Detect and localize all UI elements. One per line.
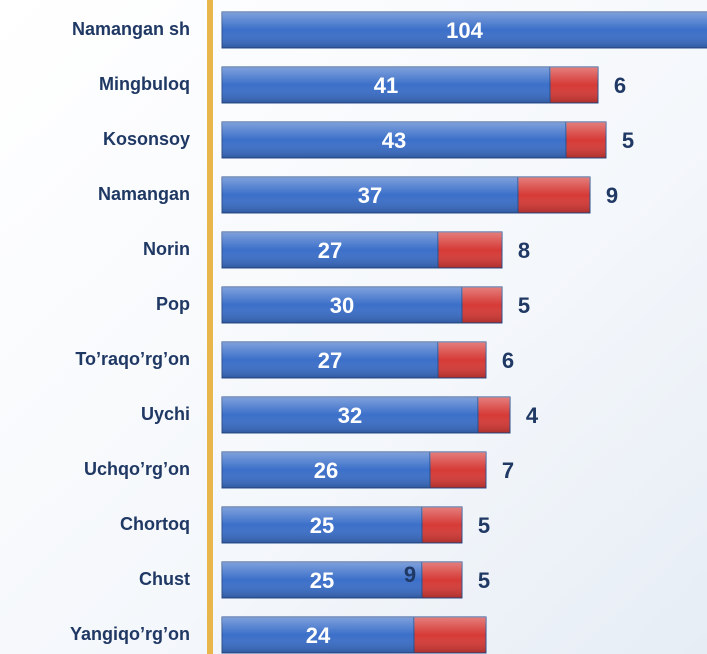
bar-gloss (422, 507, 462, 543)
value-label: 25 (310, 513, 334, 538)
value-label: 24 (306, 623, 331, 648)
bar-gloss (438, 232, 502, 268)
bar-gloss (478, 397, 510, 433)
value-label: 8 (518, 238, 530, 263)
value-label: 7 (502, 458, 514, 483)
bar-gloss (438, 342, 486, 378)
value-label: 41 (374, 73, 398, 98)
value-label: 5 (518, 293, 530, 318)
category-label: Chortoq (120, 514, 190, 534)
bar-gloss (414, 617, 486, 653)
annotation: 9 (404, 562, 416, 587)
category-label: Namangan sh (72, 19, 190, 39)
value-label: 6 (614, 73, 626, 98)
value-label: 26 (314, 458, 338, 483)
category-label: Pop (156, 294, 190, 314)
category-label: Uchqo’rg’on (84, 459, 190, 479)
value-label: 6 (502, 348, 514, 373)
page: {"chart_data": {"type": "stacked-bar", "… (0, 0, 707, 654)
category-label: Yangiqo’rg’on (70, 624, 190, 644)
value-label: 37 (358, 183, 382, 208)
bar-gloss (462, 287, 502, 323)
category-label: Uychi (141, 404, 190, 424)
value-label: 27 (318, 348, 342, 373)
bar-gloss (550, 67, 598, 103)
category-label: Mingbuloq (99, 74, 190, 94)
chart: Namangan sh 104 Mingbuloq 41 6 Kosonsoy 43 5 Nam… (0, 0, 707, 654)
value-label: 104 (446, 18, 483, 43)
separator (207, 0, 213, 654)
value-label: 32 (338, 403, 362, 428)
bar-gloss (422, 562, 462, 598)
category-label: Chust (139, 569, 190, 589)
bar-gloss (430, 452, 486, 488)
category-label: Kosonsoy (103, 129, 190, 149)
bar-gloss (518, 177, 590, 213)
value-label: 25 (310, 568, 334, 593)
category-label: To’raqo’rg’on (75, 349, 190, 369)
category-label: Namangan (98, 184, 190, 204)
value-label: 30 (330, 293, 354, 318)
value-label: 5 (478, 513, 490, 538)
category-label: Norin (143, 239, 190, 259)
value-label: 27 (318, 238, 342, 263)
value-label: 9 (606, 183, 618, 208)
value-label: 5 (478, 568, 490, 593)
bar-gloss (566, 122, 606, 158)
value-label: 43 (382, 128, 406, 153)
value-label: 4 (526, 403, 539, 428)
value-label: 5 (622, 128, 634, 153)
